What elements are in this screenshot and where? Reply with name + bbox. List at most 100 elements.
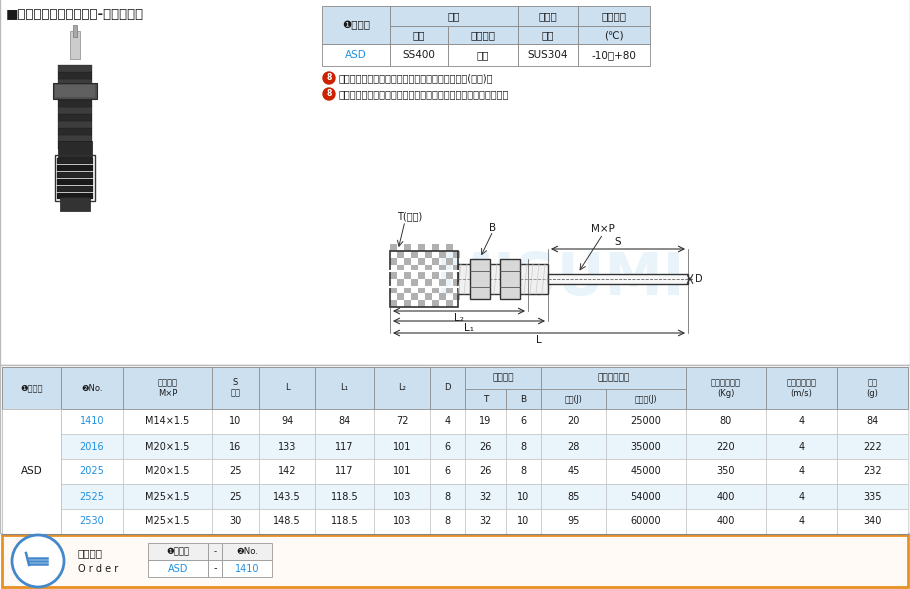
Text: 142: 142 bbox=[278, 466, 297, 477]
Bar bbox=[518, 44, 578, 66]
Bar bbox=[425, 279, 432, 286]
Bar bbox=[418, 258, 425, 265]
Text: -: - bbox=[214, 547, 217, 556]
Bar bbox=[430, 484, 465, 509]
Bar bbox=[404, 300, 411, 307]
Bar bbox=[430, 367, 465, 409]
Text: 118.5: 118.5 bbox=[330, 491, 359, 501]
Text: ❷No.: ❷No. bbox=[236, 547, 258, 556]
Text: ASD: ASD bbox=[167, 564, 188, 574]
Bar bbox=[432, 272, 439, 279]
Bar bbox=[61, 509, 123, 534]
Bar bbox=[446, 286, 453, 293]
Bar bbox=[439, 293, 446, 300]
Bar bbox=[61, 367, 123, 409]
Bar bbox=[212, 409, 259, 434]
Bar bbox=[518, 6, 578, 26]
Text: 20: 20 bbox=[567, 416, 580, 426]
Text: 118.5: 118.5 bbox=[330, 517, 359, 527]
Bar bbox=[259, 509, 315, 534]
Bar bbox=[606, 389, 686, 409]
Text: D: D bbox=[695, 274, 703, 284]
Bar bbox=[390, 244, 397, 251]
Text: T: T bbox=[483, 395, 488, 403]
Bar bbox=[123, 484, 212, 509]
Bar bbox=[453, 265, 460, 272]
Bar bbox=[390, 6, 518, 26]
Bar bbox=[58, 65, 92, 72]
Text: 25: 25 bbox=[229, 466, 242, 477]
Bar bbox=[766, 509, 837, 534]
Text: 143.5: 143.5 bbox=[273, 491, 301, 501]
Bar bbox=[465, 367, 541, 389]
Text: 84: 84 bbox=[339, 416, 350, 426]
Bar bbox=[58, 93, 92, 100]
Bar bbox=[458, 264, 548, 294]
Bar bbox=[411, 279, 418, 286]
Bar bbox=[578, 44, 650, 66]
Bar bbox=[541, 389, 606, 409]
Text: ❷No.: ❷No. bbox=[81, 383, 103, 392]
Bar bbox=[315, 509, 374, 534]
Text: ❶类型码: ❶类型码 bbox=[342, 20, 370, 30]
Bar bbox=[212, 367, 259, 409]
Bar bbox=[397, 293, 404, 300]
Text: 重量
(g): 重量 (g) bbox=[866, 378, 878, 398]
Bar bbox=[57, 165, 93, 171]
Bar bbox=[448, 26, 518, 44]
Bar bbox=[58, 121, 92, 128]
Bar bbox=[446, 258, 453, 265]
Bar bbox=[390, 26, 448, 44]
Bar bbox=[315, 434, 374, 459]
Bar bbox=[425, 251, 432, 258]
Text: 发黑: 发黑 bbox=[477, 50, 490, 60]
Bar bbox=[374, 434, 430, 459]
Bar bbox=[411, 293, 418, 300]
Bar bbox=[259, 409, 315, 434]
Bar bbox=[58, 79, 92, 86]
Bar bbox=[411, 251, 418, 258]
Bar bbox=[58, 141, 92, 159]
Text: 335: 335 bbox=[864, 491, 882, 501]
Bar bbox=[58, 100, 92, 107]
Text: B: B bbox=[521, 395, 527, 403]
Bar bbox=[430, 459, 465, 484]
Bar bbox=[404, 272, 411, 279]
Bar bbox=[390, 258, 397, 265]
Bar bbox=[465, 509, 506, 534]
Text: 6: 6 bbox=[521, 416, 527, 426]
Text: 117: 117 bbox=[335, 442, 354, 452]
Text: 25000: 25000 bbox=[631, 416, 662, 426]
Bar bbox=[374, 367, 430, 409]
Text: 45: 45 bbox=[567, 466, 580, 477]
Bar bbox=[374, 459, 430, 484]
Bar bbox=[578, 6, 650, 26]
Text: 最大吸收能量: 最大吸收能量 bbox=[597, 373, 630, 382]
Text: O r d e r: O r d e r bbox=[78, 564, 118, 574]
Bar bbox=[2, 409, 61, 434]
Bar bbox=[686, 367, 766, 409]
Bar bbox=[432, 300, 439, 307]
Text: 螺纹直径
M×P: 螺纹直径 M×P bbox=[157, 378, 177, 398]
Bar bbox=[57, 193, 93, 199]
Text: 8: 8 bbox=[521, 466, 527, 477]
Bar bbox=[606, 459, 686, 484]
Bar bbox=[60, 197, 90, 211]
Text: 最大等效重量
(Kg): 最大等效重量 (Kg) bbox=[711, 378, 741, 398]
Bar bbox=[837, 409, 908, 434]
Bar bbox=[148, 543, 208, 560]
Text: 60000: 60000 bbox=[631, 517, 662, 527]
Bar bbox=[212, 367, 259, 409]
Text: L₂: L₂ bbox=[454, 313, 464, 323]
Bar bbox=[212, 484, 259, 509]
Bar bbox=[465, 389, 506, 409]
Text: M25×1.5: M25×1.5 bbox=[146, 491, 190, 501]
Text: 45000: 45000 bbox=[631, 466, 662, 477]
Text: 通过转动下部调整旋鈕，可以简单地调节吸收能量(速度)。: 通过转动下部调整旋鈕，可以简单地调节吸收能量(速度)。 bbox=[339, 73, 493, 83]
Bar bbox=[446, 272, 453, 279]
Bar bbox=[2, 367, 61, 409]
Bar bbox=[430, 409, 465, 434]
Text: 4: 4 bbox=[798, 517, 804, 527]
Bar bbox=[453, 293, 460, 300]
Bar bbox=[541, 409, 606, 434]
